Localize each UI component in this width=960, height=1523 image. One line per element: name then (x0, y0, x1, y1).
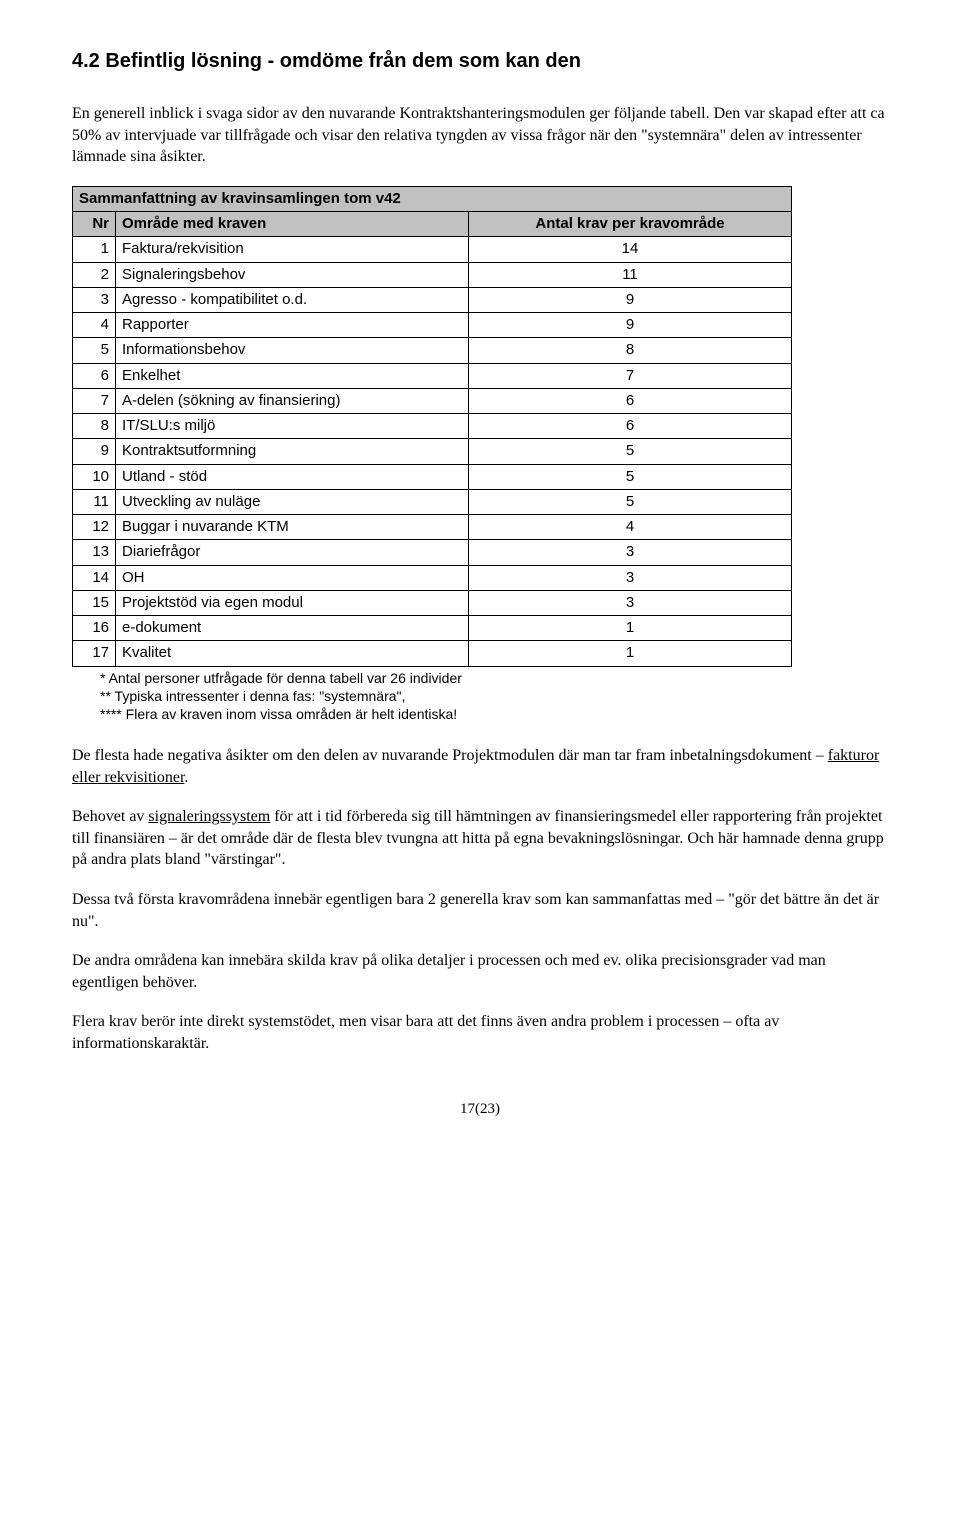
cell-count: 14 (469, 237, 792, 262)
para3-underline: signaleringssystem (148, 808, 270, 825)
cell-area: Faktura/rekvisition (116, 237, 469, 262)
table-title: Sammanfattning av kravinsamlingen tom v4… (73, 186, 792, 211)
cell-nr: 17 (73, 641, 116, 666)
cell-count: 3 (469, 565, 792, 590)
cell-nr: 6 (73, 363, 116, 388)
cell-count: 6 (469, 414, 792, 439)
table-row: 12Buggar i nuvarande KTM4 (73, 515, 792, 540)
table-row: 4Rapporter9 (73, 313, 792, 338)
cell-nr: 7 (73, 388, 116, 413)
table-row: 7A-delen (sökning av finansiering)6 (73, 388, 792, 413)
table-row: 5Informationsbehov8 (73, 338, 792, 363)
table-row: 11Utveckling av nuläge5 (73, 489, 792, 514)
cell-area: Signaleringsbehov (116, 262, 469, 287)
cell-count: 4 (469, 515, 792, 540)
table-row: 16e-dokument1 (73, 616, 792, 641)
cell-area: Diariefrågor (116, 540, 469, 565)
cell-area: Kontraktsutformning (116, 439, 469, 464)
cell-count: 8 (469, 338, 792, 363)
col-header-nr: Nr (73, 212, 116, 237)
cell-count: 9 (469, 287, 792, 312)
cell-count: 5 (469, 439, 792, 464)
cell-nr: 5 (73, 338, 116, 363)
cell-count: 9 (469, 313, 792, 338)
cell-count: 3 (469, 590, 792, 615)
table-row: 2Signaleringsbehov11 (73, 262, 792, 287)
paragraph-several-krav: Flera krav berör inte direkt systemstöde… (72, 1011, 888, 1054)
table-row: 15Projektstöd via egen modul3 (73, 590, 792, 615)
table-footnotes: * Antal personer utfrågade för denna tab… (100, 669, 888, 724)
cell-nr: 2 (73, 262, 116, 287)
footnote-3: **** Flera av kraven inom vissa områden … (100, 705, 888, 723)
paragraph-signaling: Behovet av signaleringssystem för att i … (72, 806, 888, 871)
cell-area: Buggar i nuvarande KTM (116, 515, 469, 540)
cell-area: Utland - stöd (116, 464, 469, 489)
paragraph-other-areas: De andra områdena kan innebära skilda kr… (72, 950, 888, 993)
requirements-summary-table: Sammanfattning av kravinsamlingen tom v4… (72, 186, 792, 667)
paragraph-two-krav: Dessa två första kravområdena innebär eg… (72, 889, 888, 932)
cell-nr: 14 (73, 565, 116, 590)
para2-part-a: De flesta hade negativa åsikter om den d… (72, 747, 828, 764)
cell-nr: 10 (73, 464, 116, 489)
paragraph-invoices: De flesta hade negativa åsikter om den d… (72, 745, 888, 788)
cell-nr: 15 (73, 590, 116, 615)
cell-nr: 12 (73, 515, 116, 540)
cell-count: 6 (469, 388, 792, 413)
col-header-count: Antal krav per kravområde (469, 212, 792, 237)
table-row: 3Agresso - kompatibilitet o.d.9 (73, 287, 792, 312)
cell-nr: 13 (73, 540, 116, 565)
col-header-area: Område med kraven (116, 212, 469, 237)
cell-area: IT/SLU:s miljö (116, 414, 469, 439)
cell-count: 7 (469, 363, 792, 388)
footnote-2: ** Typiska intressenter i denna fas: "sy… (100, 687, 888, 705)
para3-part-a: Behovet av (72, 808, 148, 825)
cell-count: 1 (469, 641, 792, 666)
cell-area: A-delen (sökning av finansiering) (116, 388, 469, 413)
cell-area: Rapporter (116, 313, 469, 338)
table-row: 13Diariefrågor3 (73, 540, 792, 565)
cell-area: Agresso - kompatibilitet o.d. (116, 287, 469, 312)
footnote-1: * Antal personer utfrågade för denna tab… (100, 669, 888, 687)
cell-count: 1 (469, 616, 792, 641)
table-row: 17Kvalitet1 (73, 641, 792, 666)
page-number: 17(23) (72, 1099, 888, 1119)
cell-nr: 1 (73, 237, 116, 262)
cell-nr: 9 (73, 439, 116, 464)
table-row: 9Kontraktsutformning5 (73, 439, 792, 464)
table-row: 8IT/SLU:s miljö6 (73, 414, 792, 439)
cell-area: Kvalitet (116, 641, 469, 666)
table-row: 1Faktura/rekvisition14 (73, 237, 792, 262)
cell-nr: 8 (73, 414, 116, 439)
cell-area: OH (116, 565, 469, 590)
cell-nr: 3 (73, 287, 116, 312)
cell-count: 3 (469, 540, 792, 565)
cell-area: Utveckling av nuläge (116, 489, 469, 514)
table-row: 14OH3 (73, 565, 792, 590)
cell-area: Enkelhet (116, 363, 469, 388)
para2-part-b: . (184, 769, 188, 786)
cell-count: 5 (469, 464, 792, 489)
cell-count: 11 (469, 262, 792, 287)
cell-area: Projektstöd via egen modul (116, 590, 469, 615)
intro-paragraph: En generell inblick i svaga sidor av den… (72, 103, 888, 168)
cell-nr: 11 (73, 489, 116, 514)
section-heading: 4.2 Befintlig lösning - omdöme från dem … (72, 48, 888, 75)
cell-area: Informationsbehov (116, 338, 469, 363)
cell-area: e-dokument (116, 616, 469, 641)
table-row: 10Utland - stöd5 (73, 464, 792, 489)
cell-count: 5 (469, 489, 792, 514)
cell-nr: 4 (73, 313, 116, 338)
cell-nr: 16 (73, 616, 116, 641)
table-row: 6Enkelhet7 (73, 363, 792, 388)
